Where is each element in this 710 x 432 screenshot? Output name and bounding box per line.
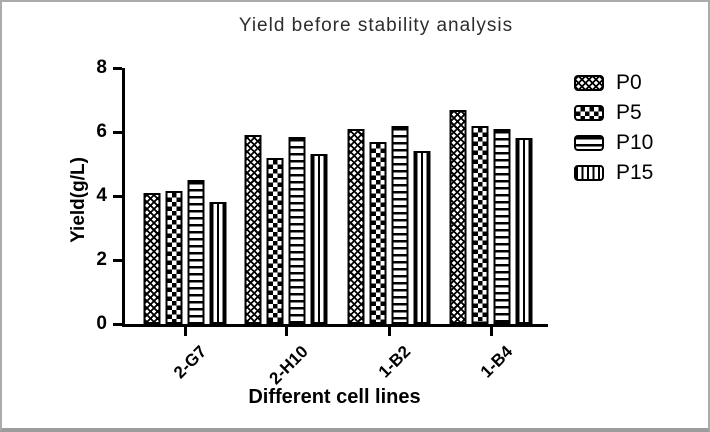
bar-group-2-G7 xyxy=(143,180,227,324)
legend-item-p0: P0 xyxy=(574,72,653,93)
bar-P0-2-H10 xyxy=(244,135,262,324)
legend: P0 P5 P10 P15 xyxy=(574,72,653,192)
y-tick-6 xyxy=(113,130,122,134)
legend-swatch-p5 xyxy=(574,104,604,121)
legend-item-p15: P15 xyxy=(574,162,653,183)
x-tick-label-1-B2: 1-B2 xyxy=(374,342,415,382)
bar-group-1-B2 xyxy=(347,126,431,324)
legend-label-p5: P5 xyxy=(616,101,642,124)
bar-P15-1-B4 xyxy=(515,138,533,324)
bar-P0-1-B4 xyxy=(449,110,467,324)
y-tick-label-2: 2 xyxy=(96,249,107,270)
x-tick-label-1-B4: 1-B4 xyxy=(476,342,517,382)
bar-P15-2-G7 xyxy=(209,202,227,324)
x-axis-line xyxy=(122,324,548,327)
bar-group-1-B4 xyxy=(449,110,533,324)
legend-swatch-p15 xyxy=(574,164,604,181)
x-axis-title: Different cell lines xyxy=(248,386,421,408)
legend-swatch-p10 xyxy=(574,134,604,151)
y-tick-label-8: 8 xyxy=(96,57,107,78)
bar-P15-1-B2 xyxy=(413,151,431,324)
y-tick-2 xyxy=(113,258,122,262)
legend-item-p5: P5 xyxy=(574,102,653,123)
x-tick-label-2-H10: 2-H10 xyxy=(265,342,312,389)
y-tick-4 xyxy=(113,194,122,198)
legend-item-p10: P10 xyxy=(574,132,653,153)
legend-swatch-p0 xyxy=(574,74,604,91)
bar-P5-1-B2 xyxy=(369,142,387,324)
y-axis-line xyxy=(122,68,125,327)
bar-P10-2-H10 xyxy=(288,137,306,324)
bar-group-2-H10 xyxy=(244,135,328,324)
y-tick-label-6: 6 xyxy=(96,121,107,142)
x-tick-2-G7 xyxy=(183,327,187,336)
x-tick-1-B4 xyxy=(489,327,493,336)
bar-P0-2-G7 xyxy=(143,193,161,324)
legend-label-p10: P10 xyxy=(616,131,654,154)
bar-P5-2-H10 xyxy=(266,158,284,324)
x-tick-1-B2 xyxy=(387,327,391,336)
bar-P15-2-H10 xyxy=(310,154,328,324)
y-tick-8 xyxy=(113,66,122,70)
bar-P10-1-B4 xyxy=(493,129,511,324)
bar-P5-1-B4 xyxy=(471,126,489,324)
legend-label-p15: P15 xyxy=(616,161,654,184)
bar-P10-2-G7 xyxy=(187,180,205,324)
bar-P5-2-G7 xyxy=(165,191,183,324)
legend-label-p0: P0 xyxy=(616,71,642,94)
x-tick-label-2-G7: 2-G7 xyxy=(170,342,211,383)
x-tick-2-H10 xyxy=(284,327,288,336)
bar-P10-1-B2 xyxy=(391,126,409,324)
y-tick-0 xyxy=(113,322,122,326)
y-tick-label-4: 4 xyxy=(96,185,107,206)
chart-title: Yield before stability analysis xyxy=(238,15,514,36)
plot-area: 0 2 4 6 8 2-G7 2-H10 1-B2 1-B4 xyxy=(96,57,548,388)
y-tick-label-0: 0 xyxy=(96,313,107,334)
bar-P0-1-B2 xyxy=(347,129,365,324)
